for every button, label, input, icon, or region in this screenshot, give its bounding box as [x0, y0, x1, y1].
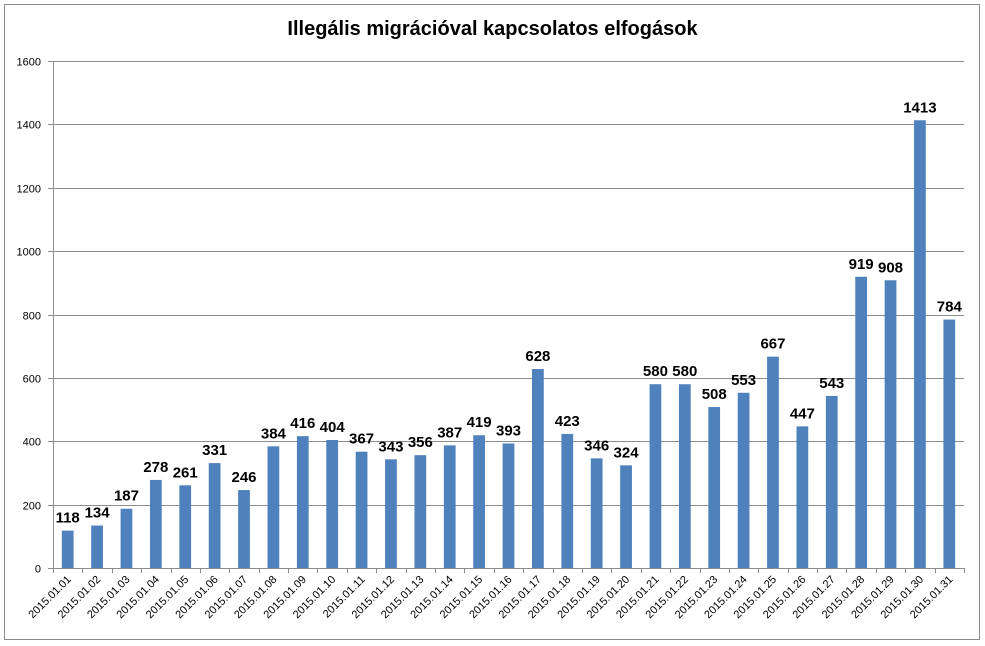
bar — [649, 384, 662, 568]
bar — [326, 439, 339, 568]
data-label: 261 — [173, 464, 198, 481]
bar — [796, 426, 809, 568]
y-tick-label: 1400 — [17, 120, 41, 132]
bar — [120, 508, 133, 568]
bar — [473, 435, 485, 568]
data-label: 553 — [731, 372, 756, 389]
y-tick-label: 200 — [23, 501, 41, 513]
bars — [61, 120, 956, 568]
bar — [385, 459, 397, 568]
bar — [355, 451, 368, 568]
bar — [208, 463, 221, 568]
data-label: 343 — [378, 438, 403, 455]
bar — [590, 458, 603, 568]
bar — [825, 395, 838, 568]
bar — [532, 369, 544, 568]
gridlines — [53, 61, 964, 506]
bar — [708, 407, 721, 568]
bar — [767, 356, 779, 568]
data-label: 667 — [760, 336, 785, 353]
data-label: 331 — [202, 442, 227, 459]
data-label: 356 — [408, 434, 433, 451]
data-label: 346 — [584, 437, 609, 454]
bar — [620, 465, 632, 568]
data-label: 404 — [320, 419, 346, 436]
data-label: 580 — [643, 363, 668, 380]
chart-area — [4, 4, 980, 640]
bar — [884, 280, 897, 568]
y-tick-label: 800 — [23, 311, 41, 323]
bar — [914, 120, 926, 568]
bar — [91, 525, 103, 568]
y-tick-label: 1600 — [17, 57, 41, 69]
y-tick-label: 1000 — [17, 247, 41, 259]
chart-title: Illegális migrációval kapcsolatos elfogá… — [287, 18, 698, 40]
data-label: 423 — [555, 413, 580, 430]
data-label: 367 — [349, 431, 374, 448]
data-label: 508 — [702, 386, 727, 403]
y-tick-label: 600 — [23, 374, 41, 386]
data-label: 543 — [819, 375, 844, 392]
data-label: 580 — [672, 363, 697, 380]
data-label: 384 — [261, 425, 287, 442]
bar — [502, 443, 515, 568]
data-label: 908 — [878, 259, 903, 276]
bar — [737, 392, 750, 568]
bar — [179, 485, 192, 568]
bar — [678, 384, 691, 568]
bar — [414, 455, 427, 568]
data-label: 187 — [114, 488, 139, 505]
data-label: 419 — [467, 414, 492, 431]
y-tick-label: 0 — [35, 564, 41, 576]
data-label: 1413 — [903, 99, 936, 116]
data-label: 387 — [437, 424, 462, 441]
y-tick-label: 1200 — [17, 184, 41, 196]
bar — [561, 433, 574, 568]
data-label: 134 — [85, 505, 111, 522]
bar — [238, 490, 250, 568]
data-label: 246 — [232, 469, 257, 486]
bar — [296, 436, 309, 568]
data-label: 447 — [790, 405, 815, 422]
data-label: 393 — [496, 422, 521, 439]
bar — [267, 446, 280, 568]
data-label: 416 — [290, 415, 315, 432]
data-label: 628 — [525, 348, 550, 365]
bar — [855, 276, 868, 568]
data-label: 278 — [143, 459, 168, 476]
y-tick-label: 400 — [23, 437, 41, 449]
bar — [61, 530, 74, 568]
bar — [443, 445, 456, 568]
data-label: 784 — [937, 299, 963, 316]
bar — [149, 479, 162, 568]
data-label: 919 — [849, 256, 874, 273]
data-label: 118 — [56, 510, 80, 527]
data-label: 324 — [614, 444, 640, 461]
bar — [943, 319, 956, 568]
